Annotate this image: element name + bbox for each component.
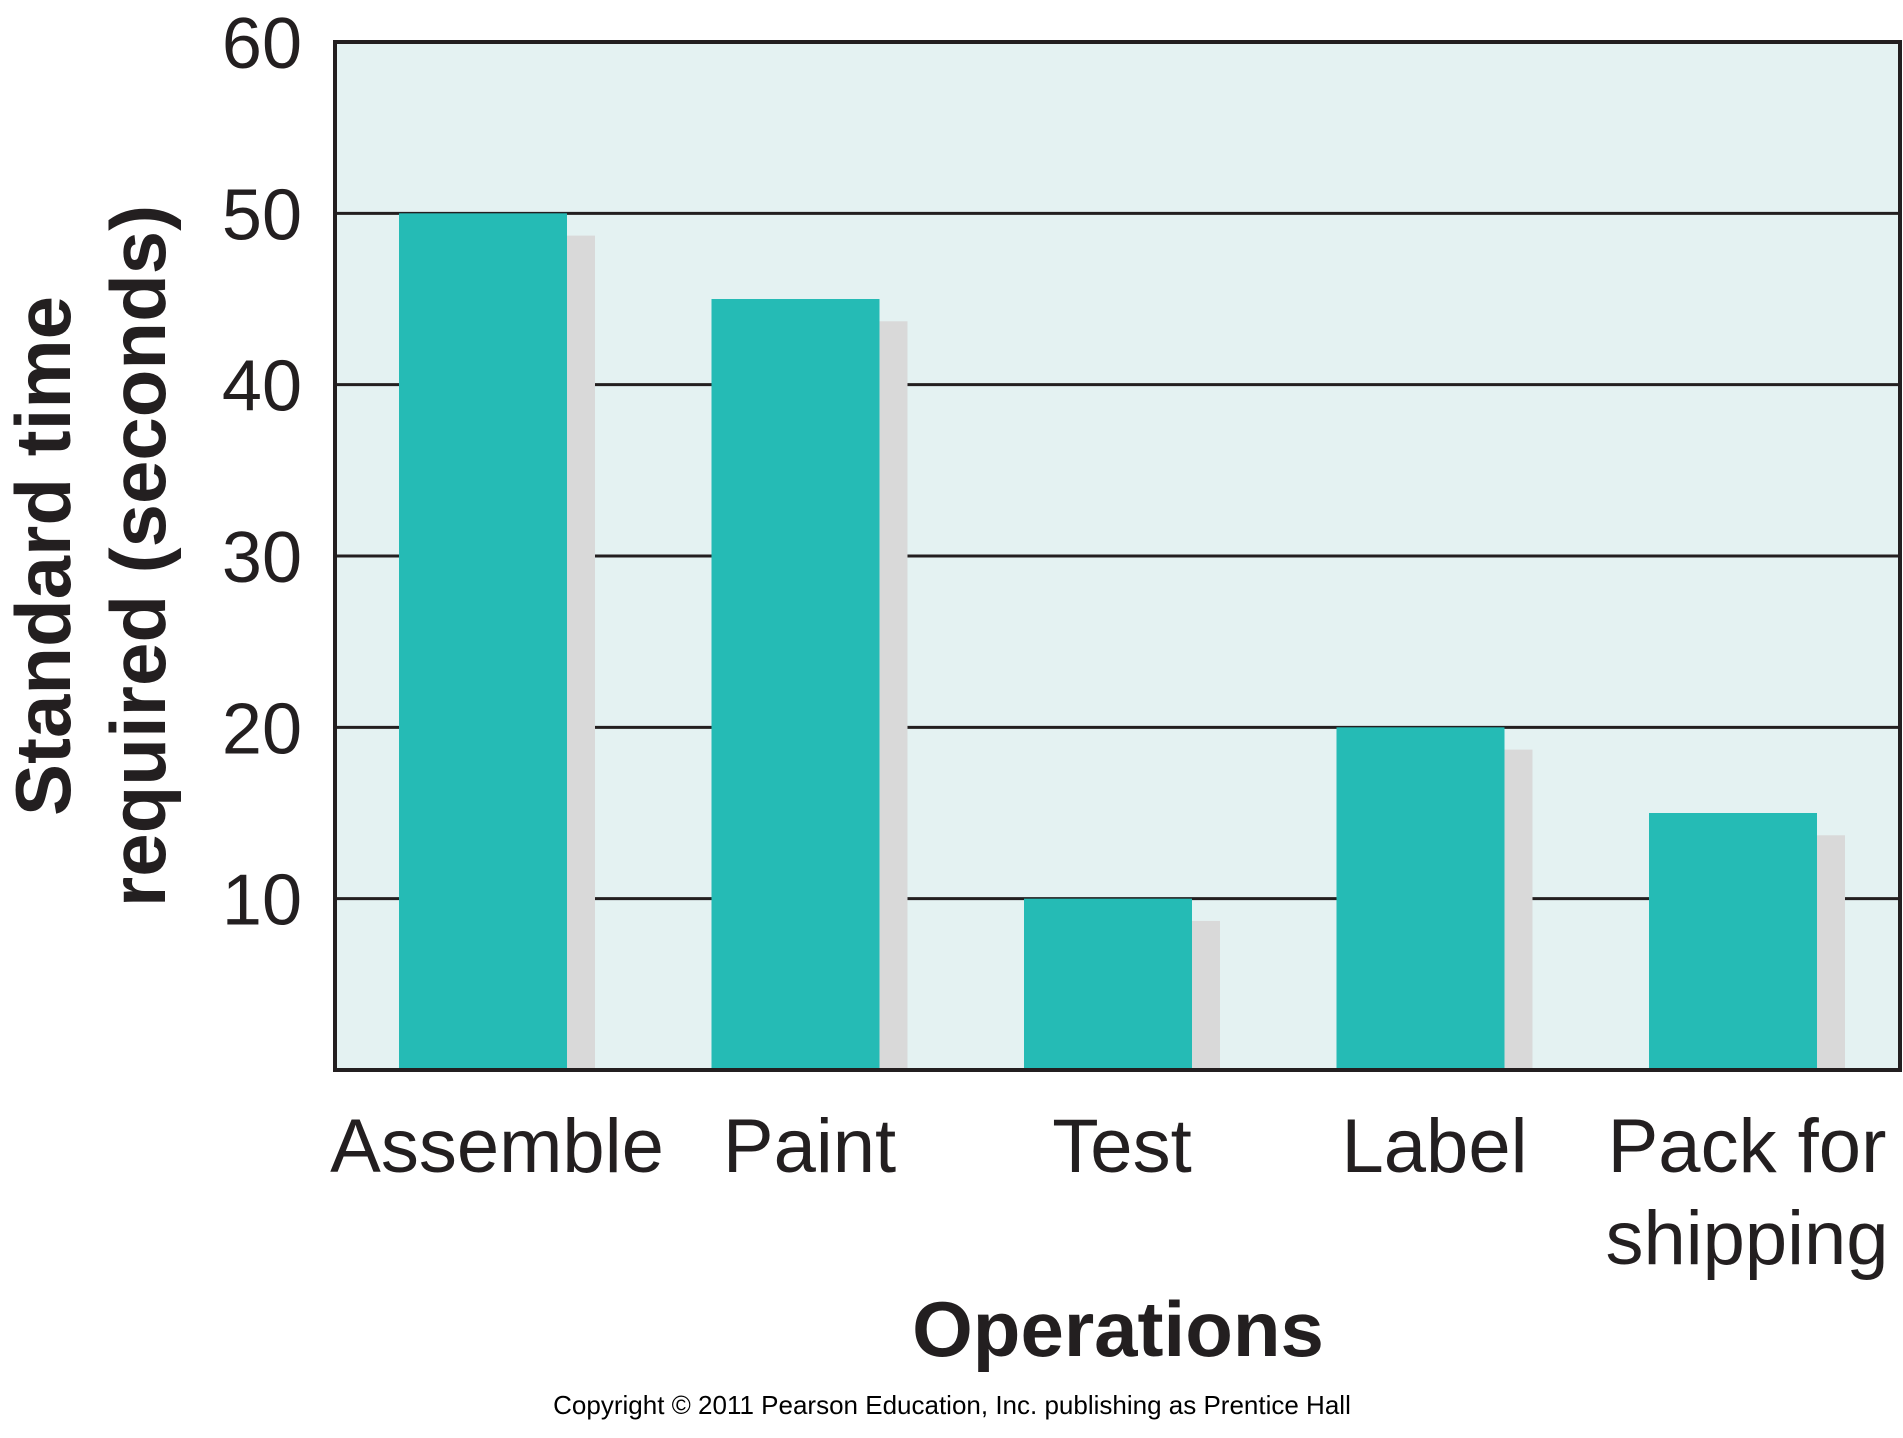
bar-label: [1336, 727, 1505, 1070]
bar-pack-for-shipping: [1649, 813, 1817, 1070]
copyright-notice: Copyright © 2011 Pearson Education, Inc.…: [553, 1390, 1351, 1420]
bar-test: [1024, 898, 1192, 1070]
y-tick-label: 10: [222, 861, 302, 941]
x-tick-label: Pack for shipping: [1605, 1104, 1888, 1281]
x-axis-label: Operations: [912, 1285, 1324, 1373]
x-tick-label: Assemble: [330, 1104, 664, 1189]
x-tick-label: Paint: [723, 1104, 896, 1189]
x-tick-label: Label: [1342, 1104, 1528, 1189]
y-tick-label: 60: [222, 4, 302, 84]
y-axis-label: Standard timerequired (seconds): [0, 205, 182, 907]
y-axis-ticks: 10 20 30 40 50 60: [222, 4, 302, 941]
bar-paint: [711, 299, 880, 1070]
y-tick-label: 50: [222, 175, 302, 255]
x-axis-categories: Assemble Paint Test Label Pack for shipping: [330, 1104, 1888, 1281]
x-tick-label: Test: [1052, 1104, 1191, 1189]
y-tick-label: 20: [222, 689, 302, 769]
y-tick-label: 40: [222, 347, 302, 427]
y-tick-label: 30: [222, 518, 302, 598]
bar-assemble: [399, 213, 567, 1071]
gridlines: [335, 211, 1900, 901]
plot-frame: [333, 40, 1902, 1072]
bars: [399, 213, 1845, 1071]
